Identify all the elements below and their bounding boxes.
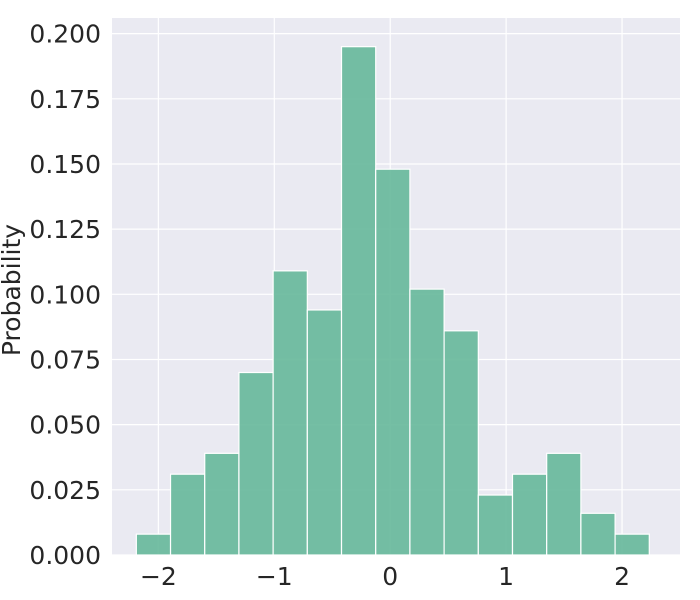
histogram-bars — [135, 46, 650, 556]
y-tick-label: 0.100 — [29, 280, 101, 309]
x-tick-label: 0 — [382, 562, 398, 591]
histogram-bar — [614, 533, 650, 556]
histogram-bar — [546, 452, 582, 556]
y-tick-label: 0.050 — [29, 411, 101, 440]
x-tick-label: −2 — [140, 562, 177, 591]
histogram-bar — [306, 309, 343, 556]
y-tick-label: 0.175 — [29, 85, 101, 114]
x-tick-label: 1 — [498, 562, 514, 591]
y-tick-labels: 0.000 0.025 0.050 0.075 0.100 0.125 0.150 0.175… — [29, 20, 101, 570]
x-tick-label: −1 — [256, 562, 293, 591]
y-tick-label: 0.125 — [29, 215, 101, 244]
histogram-bar — [511, 473, 548, 556]
x-tick-label: 2 — [614, 562, 630, 591]
histogram-bar — [340, 46, 377, 556]
y-tick-label: 0.200 — [29, 20, 101, 49]
histogram-bar — [443, 330, 479, 556]
histogram-bar — [272, 270, 308, 556]
histogram-bar — [169, 473, 206, 556]
x-tick-labels: −2 −1 0 1 2 — [140, 562, 630, 591]
histogram-bar — [204, 452, 240, 556]
histogram-bar — [238, 371, 274, 556]
y-tick-label: 0.075 — [29, 345, 101, 374]
y-axis-label: Probability — [0, 224, 26, 356]
histogram-bar — [135, 533, 172, 556]
histogram-bar — [580, 512, 616, 556]
y-tick-label: 0.025 — [29, 476, 101, 505]
y-tick-label: 0.000 — [29, 541, 101, 570]
histogram-bar — [409, 288, 445, 556]
histogram-bar — [477, 494, 514, 556]
y-tick-label: 0.150 — [29, 150, 101, 179]
histogram-bar — [375, 168, 411, 556]
